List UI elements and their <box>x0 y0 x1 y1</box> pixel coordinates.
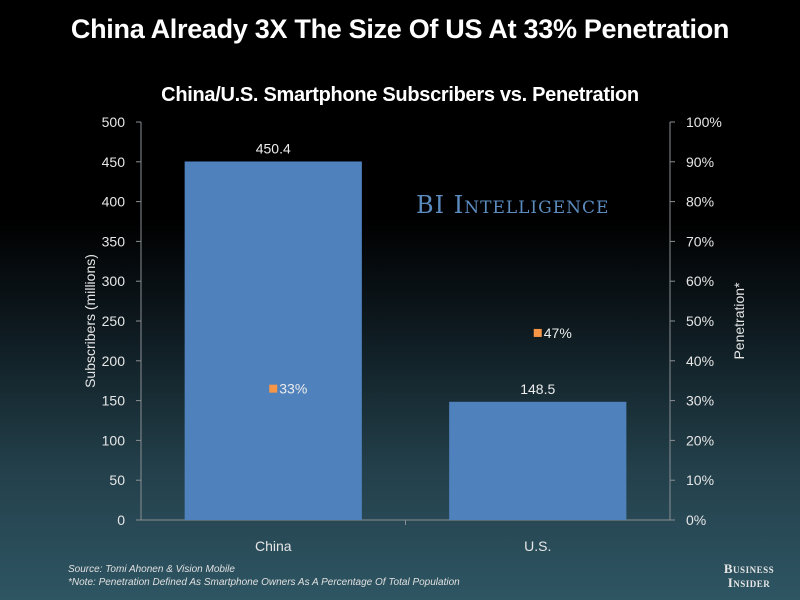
bar-value-label: 148.5 <box>520 381 555 397</box>
y-right-tick-label: 90% <box>686 154 714 170</box>
axes: 0 50 100 150 200 250 300 350 400 450 500 0% 10% 20% 30… <box>102 114 722 528</box>
bar-value-label: 450.4 <box>256 140 291 156</box>
source-text: Source: Tomi Ahonen & Vision Mobile <box>68 564 235 575</box>
footnote-text: *Note: Penetration Defined As Smartphone… <box>68 577 460 588</box>
y-tick-label: 500 <box>102 114 126 130</box>
penetration-label: 47% <box>544 325 572 341</box>
bi-intelligence-watermark: BI Intelligence <box>416 191 610 219</box>
bar-china <box>184 161 362 520</box>
penetration-label: 33% <box>279 381 307 397</box>
labels: 450.4 China 33% 148.5 U.S. 47% <box>255 140 572 554</box>
y-tick-label: 150 <box>102 393 126 409</box>
penetration-marker <box>269 384 278 393</box>
y-tick-label: 250 <box>102 313 126 329</box>
y-tick-label: 50 <box>109 472 125 488</box>
y-right-tick-label: 50% <box>686 313 714 329</box>
bars <box>184 161 627 520</box>
y-tick-label: 300 <box>102 273 126 289</box>
source-note: Source: Tomi Ahonen & Vision Mobile *Not… <box>68 563 460 589</box>
y-right-tick-label: 70% <box>686 233 714 249</box>
y-right-tick-label: 30% <box>686 393 714 409</box>
y-right-tick-label: 40% <box>686 353 714 369</box>
brand-line-2: Insider <box>727 575 771 590</box>
chart-title: China/U.S. Smartphone Subscribers vs. Pe… <box>161 84 639 106</box>
y-tick-label: 450 <box>102 154 126 170</box>
penetration-marker <box>533 328 542 337</box>
y-right-tick-label: 60% <box>686 273 714 289</box>
y-right-tick-label: 10% <box>686 472 714 488</box>
markers <box>269 328 542 393</box>
page-title: China Already 3X The Size Of US At 33% P… <box>70 14 730 44</box>
x-tick-label: U.S. <box>524 538 551 554</box>
y-tick-label: 0 <box>117 512 125 528</box>
y-tick-label: 100 <box>102 432 126 448</box>
business-insider-logo: Business Insider <box>712 562 786 590</box>
x-tick-label: China <box>255 538 292 554</box>
brand-line-1: Business <box>723 561 775 576</box>
y-axis-right-title: Penetration* <box>731 282 747 360</box>
y-right-tick-label: 100% <box>686 114 722 130</box>
y-axis-title: Subscribers (millions) <box>82 254 98 388</box>
y-tick-label: 400 <box>102 194 126 210</box>
y-tick-label: 350 <box>102 233 126 249</box>
y-right-tick-label: 80% <box>686 194 714 210</box>
y-right-tick-label: 0% <box>686 512 706 528</box>
y-tick-label: 200 <box>102 353 126 369</box>
bar-us <box>449 401 627 520</box>
y-right-tick-label: 20% <box>686 432 714 448</box>
